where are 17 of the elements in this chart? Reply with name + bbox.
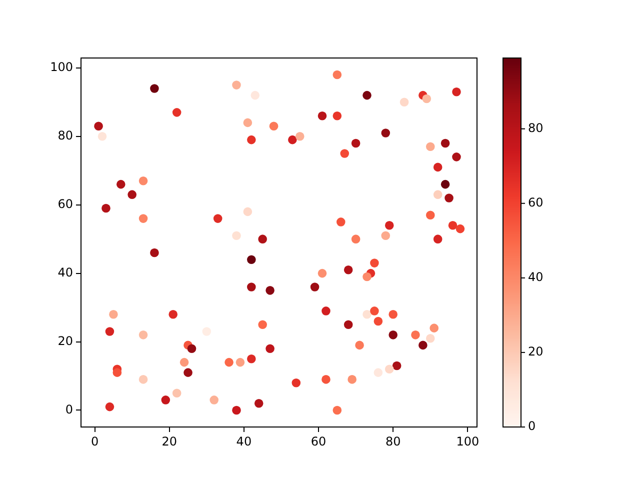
color-bar-label: 40 <box>528 270 544 284</box>
x-tick-label: 60 <box>310 434 326 448</box>
color-bar-label: 60 <box>528 195 544 210</box>
x-tick-label: 20 <box>162 434 178 448</box>
y-tick-label: 40 <box>58 265 73 280</box>
color-bar-label: 80 <box>528 120 544 135</box>
y-tick-label: 0 <box>65 402 73 416</box>
y-tick-label: 20 <box>58 334 73 348</box>
x-tick-label: 100 <box>456 434 480 448</box>
x-tick-label: 0 <box>90 434 99 448</box>
color-bar-label: 0 <box>528 419 536 434</box>
y-tick-label: 100 <box>50 60 73 74</box>
x-tick-label: 40 <box>236 434 252 448</box>
y-tick-label: 60 <box>58 196 73 211</box>
x-tick-label: 80 <box>385 434 401 448</box>
color-bar-label: 20 <box>528 344 544 359</box>
y-tick-label: 80 <box>58 128 73 143</box>
